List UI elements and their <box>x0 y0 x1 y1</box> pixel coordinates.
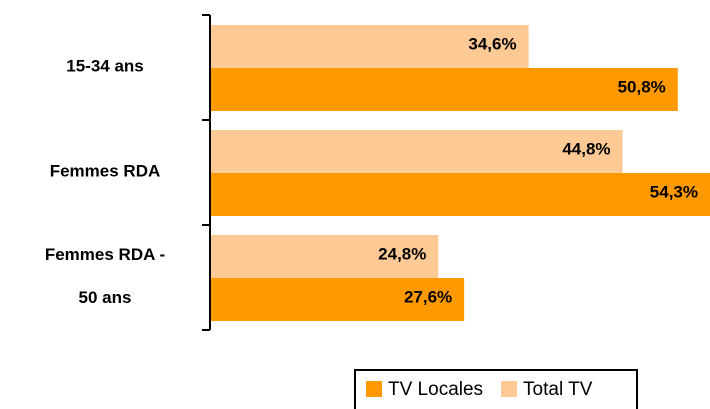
value-label: 24,8% <box>378 244 426 263</box>
value-label: 44,8% <box>562 139 610 158</box>
bar <box>210 25 529 68</box>
legend-box <box>354 369 638 409</box>
bar <box>210 130 623 173</box>
bar <box>210 68 678 111</box>
bar <box>210 235 439 278</box>
value-label: 54,3% <box>650 182 698 201</box>
value-label: 27,6% <box>404 287 452 306</box>
legend-swatch <box>366 381 382 397</box>
legend-text: TV Locales <box>388 379 483 400</box>
value-label: 34,6% <box>468 34 516 53</box>
legend-swatch <box>501 381 518 397</box>
category-label: 15-34 ans <box>66 56 144 75</box>
category-label: Femmes RDA <box>49 161 161 180</box>
category-label: Femmes RDA - 50 ans <box>44 244 166 307</box>
bar <box>210 278 465 321</box>
bar <box>210 173 710 216</box>
legend-text: Total TV <box>523 379 593 400</box>
value-label: 50,8% <box>618 77 666 96</box>
